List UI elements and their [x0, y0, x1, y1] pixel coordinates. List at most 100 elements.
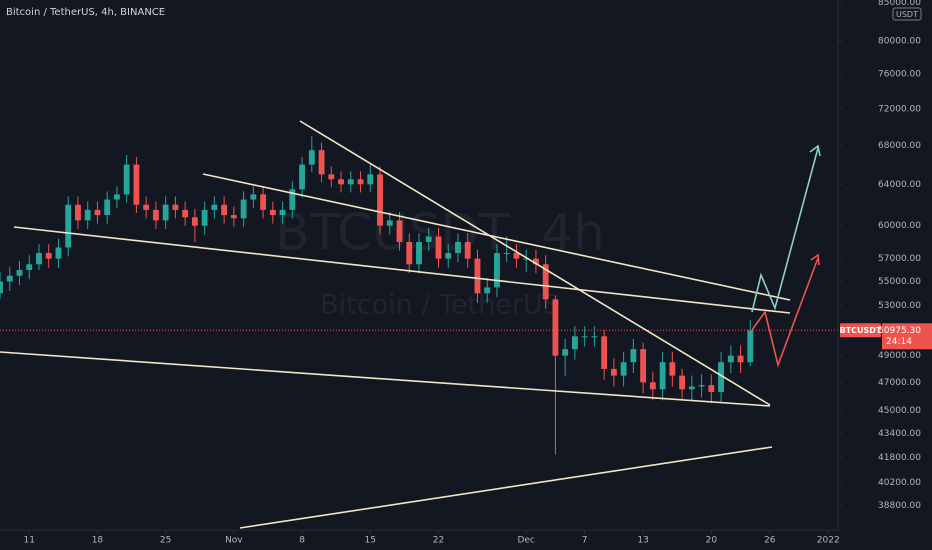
trend-line: [202, 173, 791, 301]
candle-body: [552, 299, 559, 356]
candle-body: [26, 264, 33, 270]
candle-body: [396, 220, 403, 242]
y-tick-label: 49000.00: [878, 351, 921, 361]
candle-body: [347, 179, 354, 185]
y-tick-label: 85000.00: [878, 0, 921, 8]
candle-body: [610, 368, 617, 376]
candle-body: [289, 189, 296, 210]
candle-body: [464, 241, 471, 259]
y-tick-label: 60000.00: [878, 221, 921, 231]
candle-body: [562, 349, 569, 356]
candle-body: [299, 164, 305, 190]
x-tick-label: 26: [764, 536, 776, 546]
candle-body: [377, 174, 383, 226]
candle-body: [75, 204, 81, 221]
y-tick-label: 43400.00: [878, 429, 921, 439]
trend-line: [299, 120, 771, 406]
candle-body: [708, 385, 715, 393]
x-tick-label: 11: [24, 536, 35, 546]
y-tick-label: 55000.00: [878, 277, 921, 287]
y-tick-label: 38800.00: [878, 501, 921, 511]
watermark-subtitle: Bitcoin / TetherUS: [320, 290, 560, 321]
x-tick-label: 13: [637, 536, 648, 546]
y-tick-label: 41800.00: [878, 453, 921, 463]
y-tick-label: 64000.00: [878, 180, 921, 190]
currency-badge: [892, 7, 922, 21]
axes: 85000.00 80000.00 76000.00 72000.00 68000.00…: [24, 0, 932, 546]
candle-body: [36, 253, 42, 265]
candle-body: [649, 382, 656, 390]
candle-body: [104, 199, 111, 216]
y-tick-label: 47000.00: [878, 378, 921, 388]
candle-body: [182, 209, 189, 218]
candle-body: [571, 336, 578, 350]
candle-body: [688, 386, 695, 390]
chart-title: Bitcoin / TetherUS, 4h, BINANCE: [6, 7, 165, 18]
x-tick-label: Dec: [517, 536, 534, 546]
candle-body: [143, 204, 150, 210]
x-tick-label: 7: [582, 536, 588, 546]
candle-body: [591, 336, 598, 338]
candle-body: [328, 174, 335, 180]
candle-body: [523, 258, 530, 260]
x-tick-label: 15: [365, 536, 376, 546]
candle-body: [367, 174, 374, 185]
y-tick-label: 53000.00: [878, 301, 921, 311]
candle-body: [503, 253, 510, 255]
candle-body: [416, 241, 422, 265]
candle-body: [513, 253, 520, 259]
candle-body: [308, 150, 315, 165]
x-tick-label: 2022: [817, 536, 840, 546]
candle-body: [16, 269, 23, 276]
candle-body: [84, 209, 91, 221]
candle-body: [162, 204, 169, 221]
candle-body: [221, 204, 228, 216]
candle-body: [279, 209, 286, 216]
candle-body: [542, 264, 549, 300]
candle-body: [679, 375, 686, 390]
candles: [0, 136, 838, 455]
candle-body: [630, 349, 637, 363]
x-tick-label: 22: [433, 536, 444, 546]
y-tick-label: 80000.00: [878, 37, 921, 47]
projection-down: [751, 257, 819, 368]
candle-body: [240, 199, 247, 219]
candle-body: [533, 258, 539, 265]
trend-line: [239, 446, 773, 529]
currency-label: USDT: [896, 10, 918, 19]
arrow-head: [809, 144, 821, 157]
candle-body: [659, 362, 666, 390]
x-tick-label: 25: [160, 536, 171, 546]
y-tick-label: 57000.00: [878, 254, 921, 264]
candle-body: [484, 287, 491, 294]
candle-body: [474, 258, 481, 294]
y-tick-label: 72000.00: [878, 104, 921, 114]
candle-body: [45, 253, 52, 259]
last-price-label: 50975.30: [878, 326, 921, 336]
y-tick-label: 76000.00: [878, 70, 921, 80]
candle-body: [727, 355, 734, 363]
candle-body: [152, 209, 159, 221]
candle-body: [386, 220, 393, 226]
projection-up: [751, 147, 819, 313]
candle-body: [425, 236, 432, 242]
arrow-head: [810, 253, 820, 266]
candle-body: [55, 247, 62, 259]
candle-body: [494, 253, 500, 288]
trend-line: [13, 226, 791, 314]
candle-body: [260, 194, 267, 210]
candle-body: [718, 362, 724, 393]
countdown: 24:14: [886, 337, 912, 347]
candle-body: [191, 217, 198, 226]
x-tick-label: 8: [299, 536, 305, 546]
candle-body: [669, 362, 676, 376]
candle-body: [0, 281, 3, 294]
x-tick-label: Nov: [225, 536, 243, 546]
symbol-badge: [840, 323, 881, 338]
candle-body: [581, 336, 588, 338]
candle-body: [201, 209, 208, 226]
candle-body: [230, 215, 237, 219]
candle-body: [357, 179, 364, 185]
